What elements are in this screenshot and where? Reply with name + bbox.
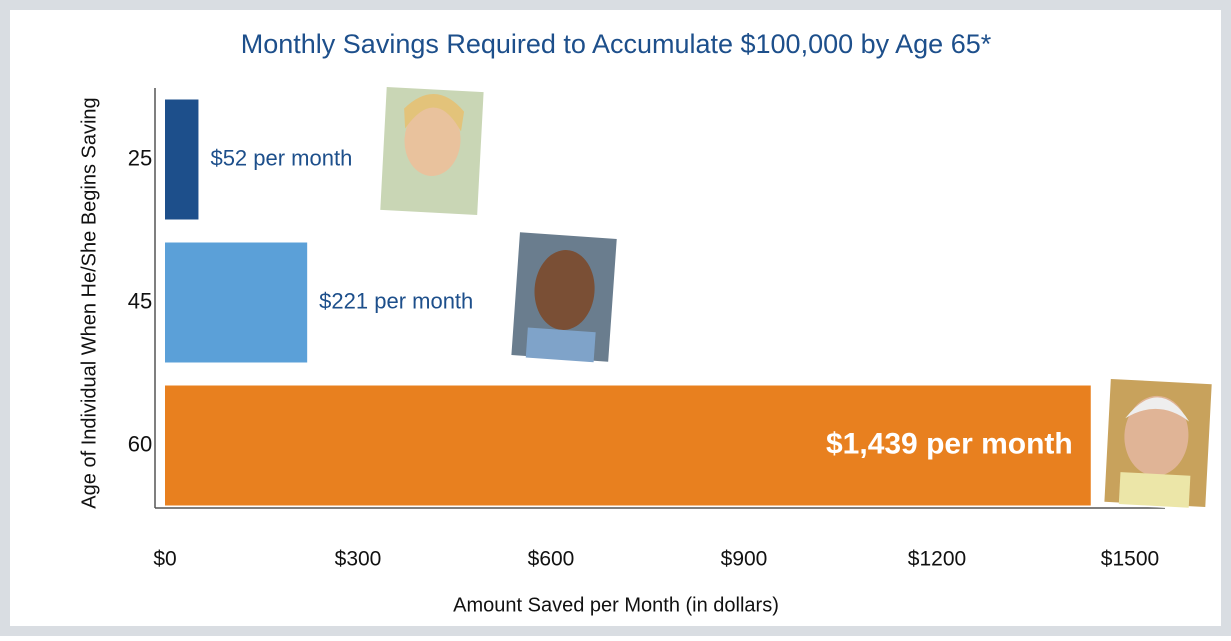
y-tick-label: 25	[128, 145, 152, 170]
bar	[165, 243, 307, 363]
photo	[379, 85, 485, 216]
x-tick-label: $0	[153, 548, 176, 571]
x-tick-label: $300	[335, 548, 382, 571]
bar	[165, 100, 198, 220]
x-tick-label: $900	[721, 548, 768, 571]
x-tick-label: $1500	[1101, 548, 1159, 571]
y-axis-title: Age of Individual When He/She Begins Sav…	[78, 97, 100, 508]
chart: Monthly Savings Required to Accumulate $…	[0, 0, 1231, 636]
photo	[510, 231, 619, 364]
x-tick-label: $600	[528, 548, 575, 571]
chart-title: Monthly Savings Required to Accumulate $…	[241, 29, 992, 59]
y-tick-label: 60	[128, 431, 152, 456]
value-label: $221 per month	[319, 288, 473, 313]
photo	[1103, 377, 1213, 508]
y-tick-label: 45	[128, 288, 152, 313]
x-axis-title: Amount Saved per Month (in dollars)	[453, 594, 779, 616]
value-label: $1,439 per month	[826, 427, 1073, 460]
x-tick-label: $1200	[908, 548, 966, 571]
value-label: $52 per month	[210, 145, 352, 170]
